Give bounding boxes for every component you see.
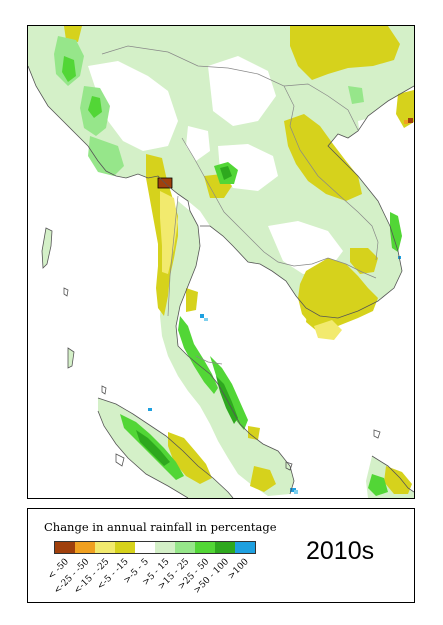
dry-patch-peninsula bbox=[186, 288, 198, 312]
wet-patch-vietnam-coast bbox=[390, 212, 402, 252]
wetting-areas bbox=[54, 36, 402, 496]
dry-patch-small-1 bbox=[248, 426, 260, 440]
legend-swatch-row bbox=[54, 541, 256, 554]
legend-swatch bbox=[55, 542, 75, 553]
strong-drying-small bbox=[408, 118, 413, 123]
map-canvas bbox=[28, 26, 414, 498]
rainfall-change-map bbox=[27, 25, 415, 499]
wet-patch-peninsula-west bbox=[178, 316, 218, 394]
dry-patch-borneo bbox=[384, 466, 412, 494]
wet-patch-thai-center-core bbox=[220, 166, 232, 180]
wet-patch-borneo bbox=[368, 474, 388, 496]
coastlines bbox=[28, 65, 414, 498]
wet-patch-myanmar-west bbox=[62, 56, 76, 82]
dry-patch-vietnam-south bbox=[350, 248, 378, 274]
legend-swatch bbox=[235, 542, 255, 553]
legend-swatch bbox=[155, 542, 175, 553]
legend-swatch bbox=[195, 542, 215, 553]
legend-swatch bbox=[75, 542, 95, 553]
wet-patch-myanmar-delta-core bbox=[88, 96, 102, 118]
moderate-strong-drying-spot bbox=[404, 120, 408, 124]
country-borders bbox=[101, 45, 379, 365]
legend-swatch bbox=[95, 542, 115, 553]
legend-panel: Change in annual rainfall in percentage … bbox=[27, 508, 415, 603]
legend-swatch bbox=[175, 542, 195, 553]
legend-title: Change in annual rainfall in percentage bbox=[44, 520, 277, 534]
wet-spots-light-blue bbox=[204, 318, 298, 494]
wet-patch-peninsula-east bbox=[210, 356, 248, 430]
wet-patch-sumatra-core bbox=[136, 430, 170, 466]
dry-patch-northeast bbox=[290, 26, 400, 80]
moderate-drying-areas bbox=[160, 191, 342, 340]
legend-swatch bbox=[215, 542, 235, 553]
legend-swatch bbox=[115, 542, 135, 553]
dry-patch-sumatra-south bbox=[250, 466, 276, 492]
period-label: 2010s bbox=[306, 537, 375, 565]
dry-patch-laos bbox=[284, 114, 362, 201]
peninsula-region bbox=[160, 201, 294, 496]
nicobar-islands bbox=[68, 348, 74, 368]
legend-swatch bbox=[135, 542, 155, 553]
legend-class-label: >100 bbox=[226, 557, 251, 582]
wet-patch-laos-small bbox=[348, 86, 364, 104]
dry-patch-northwest bbox=[64, 26, 82, 42]
wet-patch-bay bbox=[88, 136, 124, 176]
